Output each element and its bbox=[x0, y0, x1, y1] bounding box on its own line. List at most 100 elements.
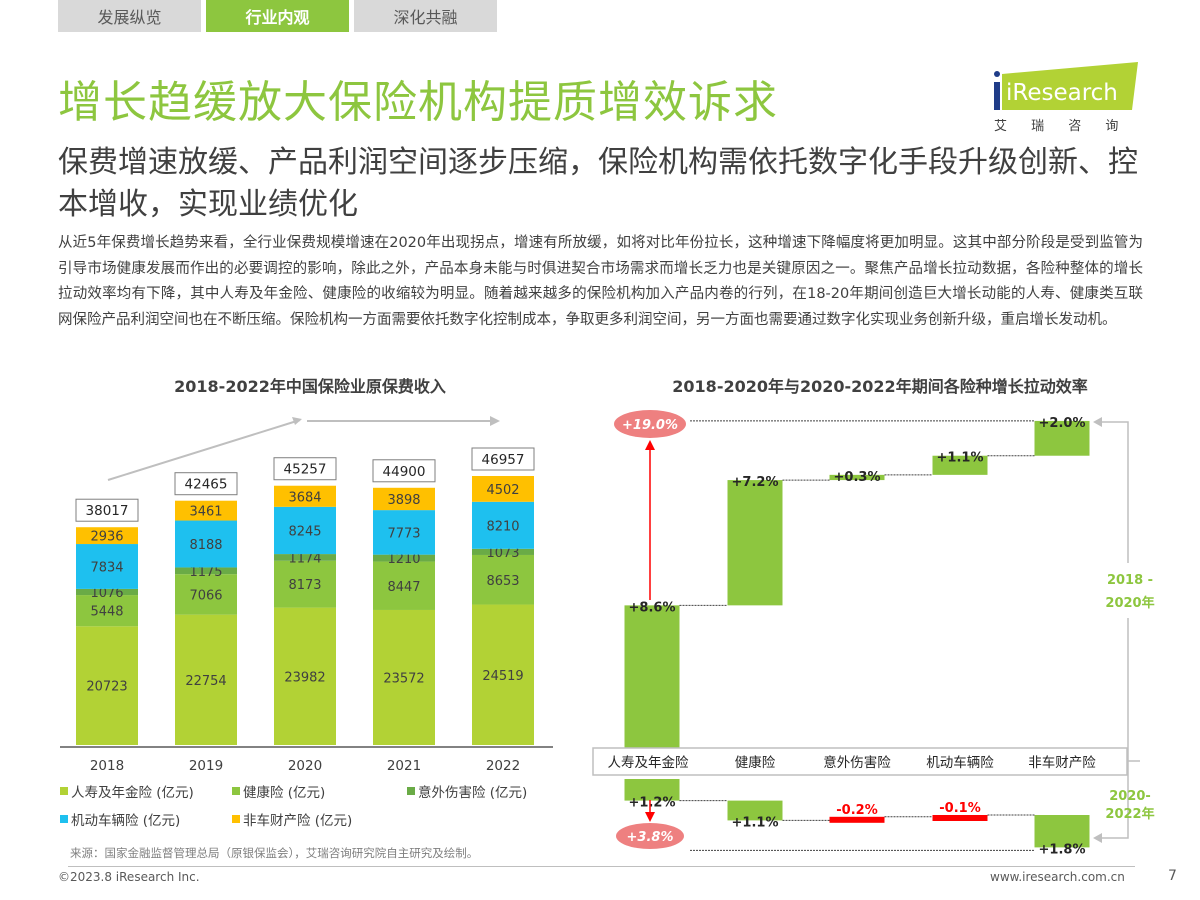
period-label-2018-2020: 2020年 bbox=[1105, 595, 1154, 611]
bar-segment bbox=[175, 520, 237, 568]
total-label: 44900 bbox=[383, 464, 426, 480]
bracket-arrowhead bbox=[1093, 417, 1102, 427]
data-label: 3898 bbox=[387, 493, 420, 508]
tab-development-overview[interactable]: 发展纵览 bbox=[58, 0, 201, 32]
bracket-arrowhead bbox=[1093, 833, 1102, 843]
waterfall-label: +8.6% bbox=[629, 600, 676, 615]
data-label: 8188 bbox=[189, 538, 222, 553]
logo-subtext: 艾 瑞 咨 询 bbox=[994, 119, 1128, 132]
total-badge-2020-2022 bbox=[616, 823, 684, 849]
data-label: 8245 bbox=[288, 524, 321, 539]
category-label: 人寿及年金险 bbox=[608, 754, 689, 771]
tab-deep-integration[interactable]: 深化共融 bbox=[354, 0, 497, 32]
waterfall-label: +2.0% bbox=[1039, 416, 1086, 431]
waterfall-label: +0.3% bbox=[834, 470, 881, 485]
bar-segment bbox=[76, 588, 138, 596]
bar-segment bbox=[175, 500, 237, 521]
total-label: 46957 bbox=[482, 452, 525, 468]
bar-segment bbox=[373, 554, 435, 562]
x-tick-label: 2021 bbox=[387, 758, 421, 774]
category-label: 机动车辆险 bbox=[926, 754, 994, 771]
period-label-2020-2022: 2022年 bbox=[1105, 806, 1154, 822]
category-label: 健康险 bbox=[735, 754, 776, 771]
data-label: 24519 bbox=[482, 669, 523, 684]
waterfall-bar-2020-2022 bbox=[932, 815, 988, 821]
bar-segment bbox=[274, 554, 336, 561]
body-paragraph: 从近5年保费增长趋势来看，全行业保费规模增速在2020年出现拐点，增速有所放缓，… bbox=[58, 235, 1143, 328]
left-chart-title: 2018-2022年中国保险业原保费收入 bbox=[174, 377, 446, 396]
total-label-2018-2020: +19.0% bbox=[622, 418, 678, 433]
bar-segment bbox=[472, 476, 534, 502]
bracket-line bbox=[1097, 618, 1129, 839]
total-box bbox=[273, 457, 337, 481]
data-label: 1073 bbox=[486, 546, 519, 561]
period-label-2018-2020: 2018 - bbox=[1107, 573, 1153, 588]
copyright: ©2023.8 iResearch Inc. bbox=[58, 870, 200, 884]
data-label: 1174 bbox=[288, 551, 321, 566]
waterfall-label: +7.2% bbox=[732, 475, 779, 490]
tab-industry-insight[interactable]: 行业内观 bbox=[206, 0, 349, 32]
category-label: 非车财产险 bbox=[1028, 754, 1096, 771]
bar-segment bbox=[76, 595, 138, 627]
waterfall-label: -0.2% bbox=[836, 803, 877, 818]
total-box bbox=[471, 447, 535, 471]
bar-segment bbox=[274, 485, 336, 507]
x-tick-label: 2018 bbox=[90, 758, 124, 774]
bar-segment bbox=[373, 561, 435, 610]
data-label: 3461 bbox=[189, 505, 222, 520]
waterfall-label: +1.8% bbox=[1039, 842, 1086, 857]
bar-segment bbox=[175, 567, 237, 575]
waterfall-bar-2018-2020 bbox=[1034, 420, 1090, 456]
data-label: 7066 bbox=[189, 588, 222, 603]
waterfall-bar-2018-2020 bbox=[932, 455, 988, 475]
waterfall-bar-2018-2020 bbox=[829, 474, 885, 481]
legend-item-accident: 意外伤害险 (亿元) bbox=[407, 781, 527, 801]
waterfall-label: +1.1% bbox=[937, 451, 984, 466]
total-box bbox=[75, 498, 139, 522]
page-title: 增长趋缓放大保险机构提质增效诉求 bbox=[58, 77, 778, 128]
divider bbox=[68, 866, 1135, 867]
total-arrowhead bbox=[645, 812, 655, 822]
bar-segment bbox=[373, 609, 435, 745]
data-label: 1175 bbox=[189, 565, 222, 580]
bar-segment bbox=[373, 510, 435, 555]
data-label: 1076 bbox=[90, 586, 123, 601]
bar-segment bbox=[472, 548, 534, 555]
data-label: 2936 bbox=[90, 530, 123, 545]
trend-arrowhead bbox=[292, 417, 302, 425]
premium-stacked-bar-chart: 20723 5448 1076 7834 2936 38017 2018 22754 7066 1… bbox=[60, 416, 553, 774]
total-label: 38017 bbox=[86, 503, 129, 519]
bar-segment bbox=[472, 604, 534, 745]
trend-arrow bbox=[107, 419, 301, 481]
data-label: 5448 bbox=[90, 605, 123, 620]
data-label: 8653 bbox=[486, 574, 519, 589]
legend-item-life: 人寿及年金险 (亿元) bbox=[60, 781, 194, 801]
website-link[interactable]: www.iresearch.com.cn bbox=[990, 870, 1125, 884]
bar-segment bbox=[472, 554, 534, 605]
waterfall-bar-2020-2022 bbox=[624, 779, 680, 801]
waterfall-label: +1.1% bbox=[732, 815, 779, 830]
legend-item-auto: 机动车辆险 (亿元) bbox=[60, 809, 180, 829]
iresearch-logo: iResearch 艾 瑞 咨 询 bbox=[994, 62, 1138, 132]
data-label: 7834 bbox=[90, 560, 123, 575]
waterfall-bar-2020-2022 bbox=[829, 816, 885, 823]
data-label: 20723 bbox=[86, 680, 127, 695]
data-label: 3684 bbox=[288, 490, 321, 505]
right-chart-title: 2018-2020年与2020-2022年期间各险种增长拉动效率 bbox=[672, 377, 1088, 396]
total-arrowhead bbox=[645, 440, 655, 450]
bar-segment bbox=[373, 487, 435, 511]
legend-item-property: 非车财产险 (亿元) bbox=[232, 809, 352, 829]
x-tick-label: 2020 bbox=[288, 758, 322, 774]
data-label: 1210 bbox=[387, 552, 420, 567]
data-label: 8447 bbox=[387, 580, 420, 595]
bar-segment bbox=[274, 560, 336, 608]
data-label: 7773 bbox=[387, 526, 420, 541]
data-label: 23982 bbox=[284, 670, 325, 685]
waterfall-label: +1.2% bbox=[629, 796, 676, 811]
waterfall-bar-2020-2022 bbox=[727, 800, 783, 821]
total-label: 45257 bbox=[284, 462, 327, 478]
page-number: 7 bbox=[1168, 868, 1177, 884]
section-tabs: 发展纵览 行业内观 深化共融 bbox=[58, 0, 497, 32]
data-label: 23572 bbox=[383, 671, 424, 686]
